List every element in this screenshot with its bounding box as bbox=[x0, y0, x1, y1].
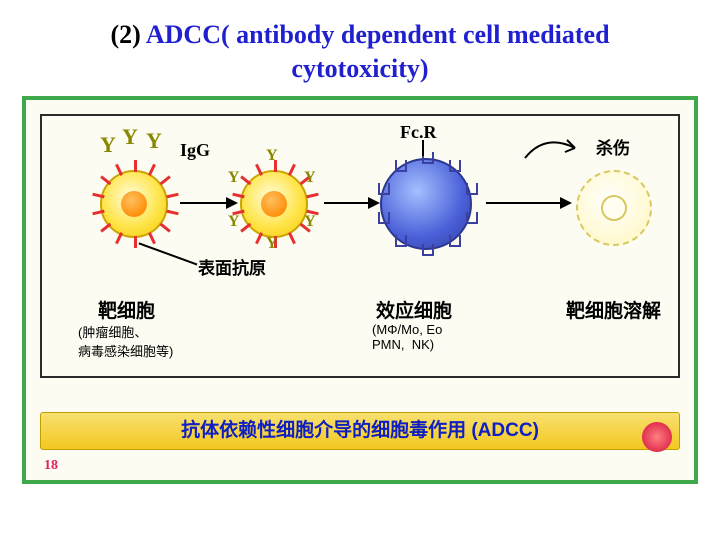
fc-receptor-icon bbox=[395, 235, 407, 247]
arrow-head-1 bbox=[226, 197, 238, 209]
antigen-spike-icon bbox=[115, 163, 123, 175]
page-number: 18 bbox=[44, 458, 58, 474]
adcc-diagram: Y Y Y YYYYYY bbox=[42, 116, 678, 376]
antigen-spike-icon bbox=[160, 222, 171, 232]
surface-antigen-pointer bbox=[138, 242, 197, 265]
caption-bar: 抗体依赖性细胞介导的细胞毒作用 (ADCC) bbox=[40, 412, 680, 450]
diagram-frame: Y Y Y YYYYYY bbox=[22, 96, 698, 484]
fc-receptor-icon bbox=[378, 212, 390, 224]
target-cell-2: YYYYYY bbox=[240, 170, 308, 238]
target-cell-1 bbox=[100, 170, 168, 238]
surface-antigen-label: 表面抗原 bbox=[198, 254, 266, 279]
effector-cell-sublabel: (MΦ/Mo, Eo PMN, NK) bbox=[372, 322, 442, 352]
antigen-spike-icon bbox=[166, 209, 178, 215]
antigen-spike-icon bbox=[240, 175, 251, 185]
arrow-1 bbox=[180, 202, 226, 204]
antibody-icon: Y bbox=[100, 134, 116, 156]
antigen-spike-icon bbox=[148, 163, 156, 175]
antigen-spike-icon bbox=[100, 222, 111, 232]
title-prefix: (2) bbox=[110, 20, 145, 49]
fc-receptor-icon bbox=[422, 244, 434, 256]
fc-receptor-icon bbox=[466, 183, 478, 195]
effector-cell-label: 效应细胞 bbox=[376, 296, 452, 323]
fc-receptor-icon bbox=[449, 235, 461, 247]
effector-cell bbox=[380, 158, 472, 250]
arrow-head-3 bbox=[560, 197, 572, 209]
target-cell-sublabel: (肿瘤细胞、 病毒感染细胞等) bbox=[78, 322, 173, 360]
kill-arrow-icon bbox=[520, 128, 590, 178]
igg-label: IgG bbox=[180, 140, 210, 161]
antibody-bound-icon: Y bbox=[304, 214, 316, 230]
fc-receptor-icon bbox=[466, 212, 478, 224]
arrow-3 bbox=[486, 202, 560, 204]
antigen-spike-icon bbox=[288, 163, 296, 175]
antigen-spike-icon bbox=[100, 175, 111, 185]
antigen-spike-icon bbox=[255, 232, 263, 244]
antibody-bound-icon: Y bbox=[228, 214, 240, 230]
antigen-spike-icon bbox=[160, 175, 171, 185]
antigen-spike-icon bbox=[92, 209, 104, 215]
title-main: ADCC( antibody dependent cell mediated c… bbox=[146, 20, 610, 83]
arrow-2 bbox=[324, 202, 368, 204]
antigen-spike-icon bbox=[288, 232, 296, 244]
target-cell-label: 靶细胞 bbox=[98, 296, 155, 323]
antibody-icon: Y bbox=[146, 130, 162, 152]
antigen-spike-icon bbox=[306, 192, 318, 198]
lysed-cell bbox=[576, 170, 652, 246]
antibody-icon: Y bbox=[122, 126, 138, 148]
antigen-spike-icon bbox=[255, 163, 263, 175]
antigen-spike-icon bbox=[134, 236, 137, 248]
antigen-spike-icon bbox=[166, 192, 178, 198]
fc-receptor-icon bbox=[378, 183, 390, 195]
antigen-spike-icon bbox=[240, 222, 251, 232]
logo-icon bbox=[642, 422, 672, 452]
fc-receptor-icon bbox=[449, 160, 461, 172]
antigen-spike-icon bbox=[92, 192, 104, 198]
antigen-spike-icon bbox=[148, 232, 156, 244]
antibody-bound-icon: Y bbox=[228, 170, 240, 186]
fc-receptor-icon bbox=[395, 160, 407, 172]
kill-label: 杀伤 bbox=[596, 134, 630, 159]
diagram-inner: Y Y Y YYYYYY bbox=[40, 114, 680, 378]
antigen-spike-icon bbox=[134, 160, 137, 172]
antigen-spike-icon bbox=[115, 232, 123, 244]
antibody-bound-icon: Y bbox=[266, 236, 278, 252]
fcr-pointer bbox=[422, 140, 424, 156]
antibody-bound-icon: Y bbox=[304, 170, 316, 186]
page-title: (2) ADCC( antibody dependent cell mediat… bbox=[0, 0, 720, 96]
nucleus-icon bbox=[121, 191, 147, 217]
antibody-bound-icon: Y bbox=[266, 148, 278, 164]
nucleus-icon bbox=[261, 191, 287, 217]
fcr-label: Fc.R bbox=[400, 122, 436, 143]
lysed-nucleus-icon bbox=[601, 195, 627, 221]
target-lysis-label: 靶细胞溶解 bbox=[566, 296, 661, 323]
arrow-head-2 bbox=[368, 197, 380, 209]
